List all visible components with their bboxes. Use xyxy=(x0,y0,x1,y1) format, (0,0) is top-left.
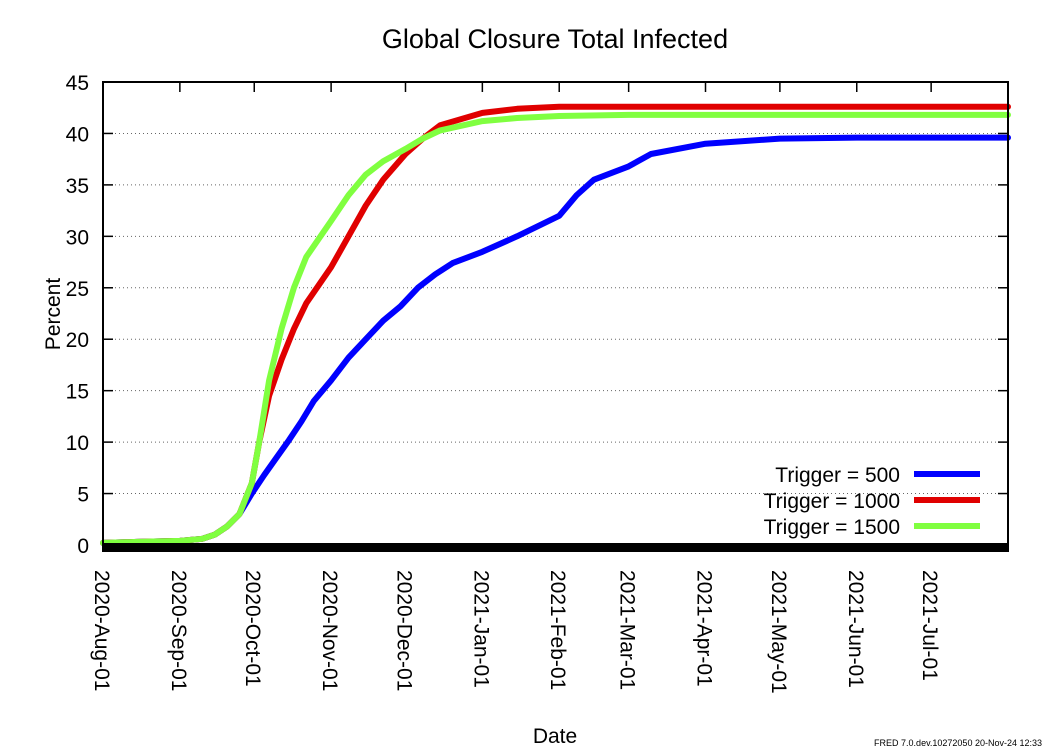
x-axis-ticks: 2020-Aug-01 2020-Sep-01 2020-Oct-01 2020-No… xyxy=(90,82,941,694)
y-gridlines xyxy=(103,81,1008,546)
x-tick-label: 2020-Dec-01 xyxy=(392,570,415,691)
y-axis-label: Percent xyxy=(42,278,65,351)
x-axis-bar xyxy=(103,543,1008,551)
y-tick-label: 25 xyxy=(66,278,89,301)
x-tick-label: 2021-Jul-01 xyxy=(918,570,941,681)
series-line-3 xyxy=(100,111,1011,546)
y-tick-label: 10 xyxy=(66,432,89,455)
legend-entry-label: Trigger = 500 xyxy=(775,464,900,487)
x-axis-label: Date xyxy=(533,725,577,748)
x-tick-label: 2021-Feb-01 xyxy=(546,570,569,690)
x-tick-label: 2020-Oct-01 xyxy=(241,570,264,687)
y-tick-label: 45 xyxy=(66,72,89,95)
y-tick-label: 0 xyxy=(77,535,89,558)
series-lines xyxy=(100,103,1011,546)
legend-entry-label: Trigger = 1500 xyxy=(764,516,900,539)
x-tick-label: 2021-Jan-01 xyxy=(469,570,492,688)
x-tick-label: 2021-Jun-01 xyxy=(844,570,867,688)
y-tick-label: 20 xyxy=(66,329,89,352)
y-tick-label: 40 xyxy=(66,123,89,146)
y-tick-label: 35 xyxy=(66,175,89,198)
legend-entry-label: Trigger = 1000 xyxy=(764,490,900,513)
x-tick-label: 2020-Aug-01 xyxy=(90,570,113,691)
x-tick-label: 2021-Apr-01 xyxy=(693,570,716,687)
y-tick-label: 5 xyxy=(77,484,89,507)
x-tick-label: 2020-Nov-01 xyxy=(318,570,341,691)
x-tick-label: 2021-May-01 xyxy=(767,570,790,694)
x-tick-label: 2021-Mar-01 xyxy=(616,570,639,690)
y-tick-label: 15 xyxy=(66,381,89,404)
chart-title: Global Closure Total Infected xyxy=(382,24,728,54)
y-axis-ticks: 0 5 10 15 20 25 30 35 40 45 xyxy=(66,72,89,558)
y-tick-label: 30 xyxy=(66,226,89,249)
x-tick-label: 2020-Sep-01 xyxy=(167,570,190,691)
legend: Trigger = 500 Trigger = 1000 Trigger = 150… xyxy=(764,464,980,539)
footer-note: FRED 7.0.dev.10272050 20-Nov-24 12:33 xyxy=(874,738,1042,748)
